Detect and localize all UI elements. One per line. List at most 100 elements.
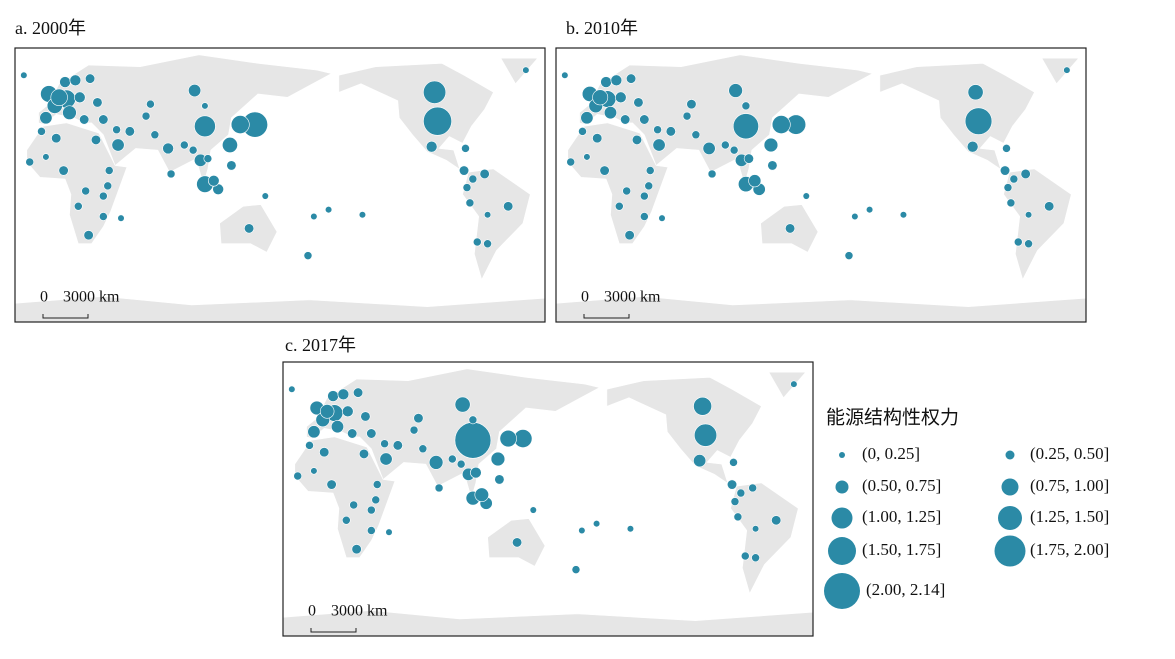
power-bubble bbox=[578, 127, 587, 136]
power-bubble bbox=[999, 165, 1011, 176]
power-bubble bbox=[1002, 144, 1011, 153]
scale-zero: 0 bbox=[40, 289, 48, 306]
power-bubble bbox=[580, 111, 594, 125]
power-bubble bbox=[380, 439, 389, 449]
power-bubble bbox=[462, 183, 472, 192]
map-panel: 0 3000 km bbox=[282, 361, 814, 637]
power-bubble bbox=[162, 142, 174, 155]
power-bubble bbox=[428, 455, 444, 470]
power-bubble bbox=[624, 230, 635, 241]
power-bubble bbox=[341, 515, 351, 525]
panel-title: b. 2010年 bbox=[566, 18, 638, 38]
legend-label: (1.00, 1.25] bbox=[862, 507, 941, 526]
power-bubble bbox=[468, 415, 478, 425]
power-bubble bbox=[112, 125, 121, 135]
power-bubble bbox=[748, 174, 762, 188]
power-bubble bbox=[310, 467, 318, 475]
scale-zero: 0 bbox=[308, 603, 316, 620]
panel-frame bbox=[282, 361, 814, 637]
power-bubble bbox=[1003, 183, 1013, 192]
power-bubble bbox=[693, 454, 707, 468]
power-bubble bbox=[447, 454, 457, 464]
power-bubble bbox=[702, 141, 716, 155]
scale-label: 3000 km bbox=[63, 289, 120, 306]
power-bubble bbox=[644, 181, 654, 191]
power-bubble bbox=[751, 525, 760, 533]
power-bubble bbox=[639, 212, 649, 221]
power-bubble bbox=[366, 428, 377, 439]
power-bubble bbox=[967, 84, 984, 101]
legend-label: (1.50, 1.75] bbox=[862, 540, 941, 559]
power-bubble bbox=[307, 425, 321, 439]
power-bubble bbox=[622, 186, 632, 196]
power-bubble bbox=[529, 506, 537, 514]
legend-symbol bbox=[994, 535, 1026, 567]
power-bubble bbox=[90, 134, 102, 145]
power-bubble bbox=[413, 413, 424, 424]
power-bubble bbox=[124, 126, 135, 137]
power-bubble bbox=[366, 526, 376, 535]
power-bubble bbox=[736, 488, 746, 498]
power-bubble bbox=[425, 140, 438, 153]
power-bubble bbox=[658, 214, 666, 222]
power-bubble bbox=[571, 565, 581, 574]
power-bubble bbox=[454, 396, 471, 413]
power-bubble bbox=[729, 458, 738, 467]
power-bubble bbox=[456, 459, 466, 469]
power-bubble bbox=[479, 168, 490, 179]
power-bubble bbox=[458, 165, 470, 176]
legend-label: (1.25, 1.50] bbox=[1030, 507, 1109, 526]
power-bubble bbox=[409, 425, 419, 435]
power-bubble bbox=[693, 423, 718, 447]
power-bubble bbox=[599, 165, 610, 176]
power-bubble bbox=[244, 223, 255, 234]
power-bubble bbox=[305, 441, 314, 450]
legend-label: (0.75, 1.00] bbox=[1030, 476, 1109, 495]
power-bubble bbox=[319, 447, 330, 458]
power-bubble bbox=[103, 181, 113, 191]
power-bubble bbox=[104, 166, 114, 175]
power-bubble bbox=[79, 114, 90, 125]
power-bubble bbox=[337, 388, 350, 401]
power-bubble bbox=[1063, 66, 1071, 74]
power-bubble bbox=[733, 512, 743, 522]
power-bubble bbox=[62, 105, 77, 120]
power-bubble bbox=[85, 73, 96, 84]
legend-label: (0, 0.25] bbox=[862, 444, 920, 463]
power-bubble bbox=[474, 487, 489, 502]
power-bubble bbox=[230, 115, 250, 134]
power-bubble bbox=[1024, 239, 1033, 249]
power-bubble bbox=[360, 411, 371, 422]
power-bubble bbox=[728, 83, 743, 98]
power-bubble bbox=[964, 107, 993, 135]
power-bubble bbox=[288, 385, 296, 393]
power-bubble bbox=[347, 428, 358, 439]
power-bubble bbox=[470, 466, 482, 479]
power-bubble bbox=[20, 71, 28, 79]
power-bubble bbox=[310, 212, 318, 221]
power-bubble bbox=[81, 186, 91, 196]
power-bubble bbox=[59, 76, 71, 88]
power-bubble bbox=[966, 140, 979, 153]
panels: a. 2000年 0 3000 km b. 2010年 0 3000 km c. 2017年… bbox=[14, 18, 1087, 637]
power-bubble bbox=[188, 84, 202, 98]
power-bubble bbox=[600, 76, 612, 88]
map-area bbox=[556, 48, 1086, 322]
power-bubble bbox=[341, 405, 354, 418]
power-bubble bbox=[58, 165, 69, 176]
power-bubble bbox=[561, 71, 569, 79]
power-bubble bbox=[720, 140, 730, 150]
power-bubble bbox=[499, 429, 517, 448]
power-bubble bbox=[166, 169, 176, 179]
power-bubble bbox=[92, 97, 103, 108]
power-bubble bbox=[1024, 211, 1033, 219]
power-bubble bbox=[802, 192, 810, 200]
legend-symbol bbox=[998, 506, 1022, 530]
power-bubble bbox=[423, 80, 447, 104]
power-bubble bbox=[203, 154, 213, 163]
power-bubble bbox=[748, 483, 757, 493]
power-bubble bbox=[385, 528, 393, 536]
power-bubble bbox=[682, 111, 692, 121]
power-bubble bbox=[785, 223, 796, 234]
power-bubble bbox=[633, 97, 644, 108]
